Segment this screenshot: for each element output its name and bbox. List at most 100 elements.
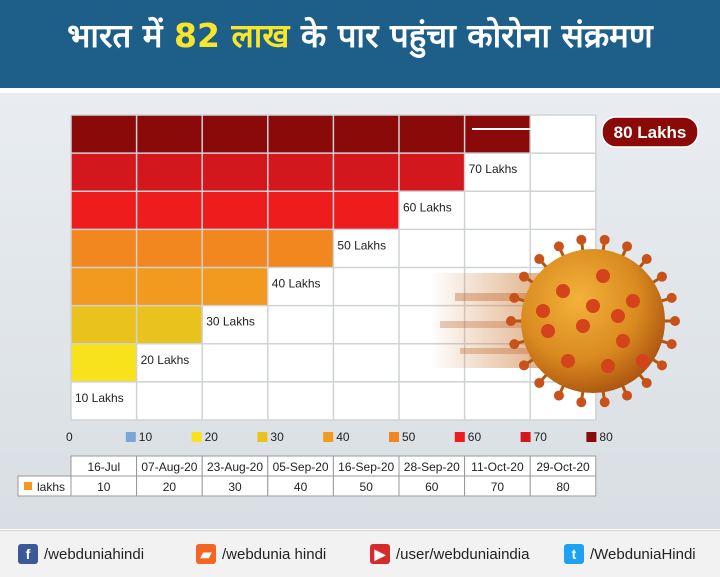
highlight-label: 80 Lakhs	[614, 123, 687, 142]
bar-cell	[202, 153, 268, 192]
legend-label: 40	[336, 430, 350, 444]
category-label: 11-Oct-20	[471, 460, 524, 474]
value-label: 60 Lakhs	[403, 200, 452, 214]
facebook-icon: f	[18, 544, 38, 564]
header-banner: भारत में 82 लाख के पार पहुंचा कोरोना संक…	[0, 0, 720, 93]
bar-cell	[267, 343, 334, 382]
bar-cell	[333, 267, 399, 306]
bar-cell	[71, 229, 137, 268]
table-series-name: lakhs	[37, 480, 65, 494]
bar-cell	[71, 343, 137, 382]
table-value: 60	[425, 480, 439, 494]
legend-label: 50	[402, 430, 416, 444]
bar-cell	[267, 305, 334, 344]
value-label: 10 Lakhs	[75, 391, 124, 405]
legend-label: 30	[270, 430, 284, 444]
twitter-icon: t	[564, 544, 584, 564]
legend: 0 10 20 30 40 50 60 70 80	[66, 430, 613, 444]
bar-cell	[267, 191, 334, 230]
bar-cell	[202, 115, 268, 154]
bar-cell	[464, 381, 531, 420]
bar-cell	[136, 381, 203, 420]
value-label: 50 Lakhs	[337, 238, 386, 252]
table-value: 70	[491, 480, 505, 494]
table-value: 40	[294, 480, 308, 494]
youtube-icon: ▶	[370, 544, 390, 564]
value-label: 30 Lakhs	[206, 315, 255, 329]
bar-cell	[267, 115, 334, 154]
bar-cell	[202, 229, 268, 268]
bar-cell	[71, 153, 137, 192]
table-value: 30	[228, 480, 242, 494]
bar-cell	[399, 381, 465, 420]
legend-swatch	[125, 432, 136, 442]
bar-cell	[464, 229, 531, 268]
bar-cell	[136, 267, 203, 306]
bar-cell	[530, 191, 596, 230]
bar-cell	[136, 115, 203, 154]
virus-spikes	[506, 234, 680, 408]
table-series-swatch	[24, 482, 32, 490]
message-icon: ▰	[196, 544, 216, 564]
category-label: 16-Jul	[87, 460, 120, 474]
bar-cell	[267, 153, 334, 192]
legend-label: 0	[66, 430, 73, 444]
bar-cell	[333, 381, 399, 420]
category-label: 29-Oct-20	[536, 460, 590, 474]
legend-label: 60	[468, 430, 482, 444]
bar-cell	[399, 115, 465, 154]
bar-cell	[202, 305, 268, 344]
facebook-label: /webduniahindi	[44, 545, 145, 563]
bar-cell	[136, 305, 203, 344]
chart: 10 Lakhs 20 Lakhs 30 Lakhs 40 Lakhs 50 Lakhs…	[0, 93, 720, 529]
bar-cell	[267, 229, 334, 268]
bar-cell	[71, 115, 137, 154]
table-value: 80	[556, 480, 570, 494]
legend-swatch	[191, 432, 202, 442]
message-label: /webdunia hindi	[222, 545, 327, 563]
bar-cell	[267, 381, 334, 420]
facebook-link[interactable]: f /webduniahindi	[18, 543, 144, 565]
legend-swatch	[586, 432, 597, 442]
legend-label: 80	[599, 430, 613, 444]
bar-cell	[71, 191, 137, 230]
bar-cell	[333, 305, 399, 344]
title-word: लाख	[231, 16, 290, 55]
bar-cell	[530, 115, 596, 154]
bar-cell	[464, 115, 531, 154]
table-value: 50	[360, 480, 374, 494]
value-label: 40 Lakhs	[272, 277, 321, 291]
legend-swatch	[389, 432, 399, 442]
value-label: 70 Lakhs	[469, 162, 518, 176]
category-label: 07-Aug-20	[141, 460, 197, 474]
youtube-label: /user/webduniaindia	[396, 545, 530, 563]
bar-cell	[333, 229, 399, 268]
twitter-label: /WebduniaHindi	[590, 545, 696, 563]
highlight-badge: 80 Lakhs	[601, 116, 699, 148]
page-title: भारत में 82 लाख के पार पहुंचा कोरोना संक…	[0, 12, 720, 57]
grid-lines	[70, 114, 597, 421]
legend-swatch	[454, 432, 465, 442]
twitter-link[interactable]: t /WebduniaHindi	[564, 543, 696, 565]
bar-cell	[333, 343, 399, 382]
bar-cell	[399, 229, 465, 268]
bar-cell	[530, 153, 596, 192]
legend-swatch	[323, 432, 334, 442]
bar-cell	[71, 267, 137, 306]
bar-cell	[202, 343, 268, 382]
youtube-link[interactable]: ▶ /user/webduniaindia	[370, 543, 529, 565]
legend-label: 10	[139, 430, 153, 444]
message-link[interactable]: ▰ /webdunia hindi	[196, 543, 326, 565]
bar-cell	[202, 191, 268, 230]
bar-cell	[333, 115, 399, 154]
table-value: 10	[97, 480, 111, 494]
title-part1: भारत में	[67, 16, 163, 55]
bar-cell	[464, 191, 531, 230]
bar-cell	[136, 229, 203, 268]
legend-swatch	[520, 432, 531, 442]
bar-cell	[333, 153, 399, 192]
category-label: 23-Aug-20	[207, 460, 263, 474]
legend-label: 70	[534, 430, 548, 444]
virus-icon	[430, 234, 680, 408]
virus-body	[521, 249, 665, 393]
